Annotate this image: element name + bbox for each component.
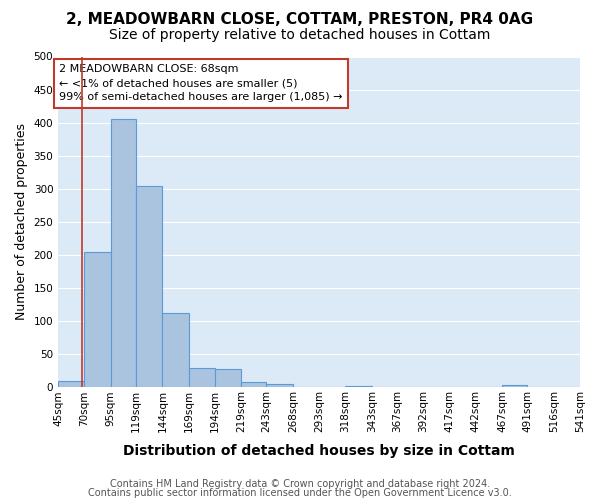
Bar bbox=[85, 252, 111, 388]
Bar bbox=[502, 385, 527, 388]
Text: Contains HM Land Registry data © Crown copyright and database right 2024.: Contains HM Land Registry data © Crown c… bbox=[110, 479, 490, 489]
X-axis label: Distribution of detached houses by size in Cottam: Distribution of detached houses by size … bbox=[123, 444, 515, 458]
Bar bbox=[163, 312, 188, 388]
Bar bbox=[188, 368, 215, 388]
Bar bbox=[266, 384, 293, 388]
Bar bbox=[346, 386, 371, 388]
Bar bbox=[241, 382, 266, 388]
Y-axis label: Number of detached properties: Number of detached properties bbox=[15, 124, 28, 320]
Bar bbox=[58, 381, 85, 388]
Bar bbox=[215, 369, 241, 388]
Bar bbox=[111, 120, 136, 388]
Text: Size of property relative to detached houses in Cottam: Size of property relative to detached ho… bbox=[109, 28, 491, 42]
Text: 2, MEADOWBARN CLOSE, COTTAM, PRESTON, PR4 0AG: 2, MEADOWBARN CLOSE, COTTAM, PRESTON, PR… bbox=[67, 12, 533, 28]
Bar bbox=[136, 186, 163, 388]
Text: 2 MEADOWBARN CLOSE: 68sqm
← <1% of detached houses are smaller (5)
99% of semi-d: 2 MEADOWBARN CLOSE: 68sqm ← <1% of detac… bbox=[59, 64, 343, 102]
Text: Contains public sector information licensed under the Open Government Licence v3: Contains public sector information licen… bbox=[88, 488, 512, 498]
